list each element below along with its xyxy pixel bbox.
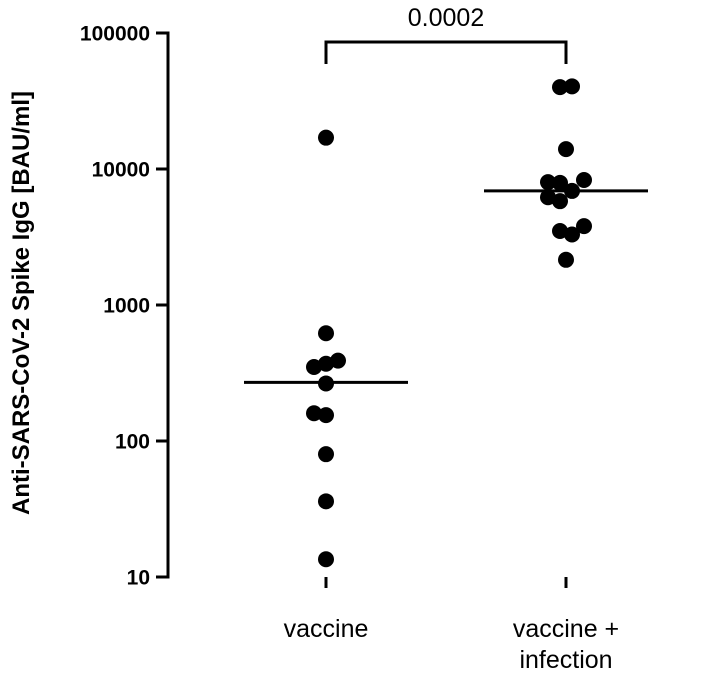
data-point <box>552 79 568 96</box>
data-point <box>576 218 592 235</box>
data-point <box>318 493 334 510</box>
x-tick-label: vaccine <box>284 615 369 643</box>
data-point <box>318 407 334 424</box>
x-tick-label: vaccine + <box>513 615 619 643</box>
data-point <box>552 174 568 191</box>
bracket-line <box>324 40 568 64</box>
data-point <box>564 226 580 243</box>
data-point <box>540 174 556 191</box>
data-point <box>318 446 334 463</box>
data-point <box>564 78 580 95</box>
data-point <box>576 172 592 189</box>
y-tick-label: 100 <box>115 431 150 454</box>
x-tick-label: infection <box>519 646 612 673</box>
data-point <box>540 189 556 206</box>
y-tick-label: 1000 <box>103 295 150 318</box>
data-point <box>306 405 322 422</box>
data-points <box>306 78 592 568</box>
y-axis-ticks: 10 100 1000 10000 100000 <box>80 23 168 590</box>
data-point <box>318 355 334 372</box>
data-point <box>318 129 334 146</box>
data-point <box>306 359 322 376</box>
data-point <box>318 551 334 568</box>
p-value-label: 0.0002 <box>408 4 484 32</box>
y-tick-label: 10 <box>127 567 150 590</box>
y-tick-label: 100000 <box>80 23 150 46</box>
data-point <box>318 325 334 342</box>
data-point <box>552 193 568 210</box>
y-tick-label: 10000 <box>92 159 150 182</box>
data-point <box>558 251 574 268</box>
significance-bracket: 0.0002 <box>324 4 568 64</box>
data-point <box>552 223 568 240</box>
data-point <box>558 141 574 158</box>
data-point <box>330 352 346 369</box>
y-axis-label: Anti-SARS-CoV-2 Spike IgG [BAU/ml] <box>8 91 35 515</box>
median-lines <box>244 189 648 384</box>
x-axis-ticks: vaccine vaccine + infection <box>284 577 619 673</box>
